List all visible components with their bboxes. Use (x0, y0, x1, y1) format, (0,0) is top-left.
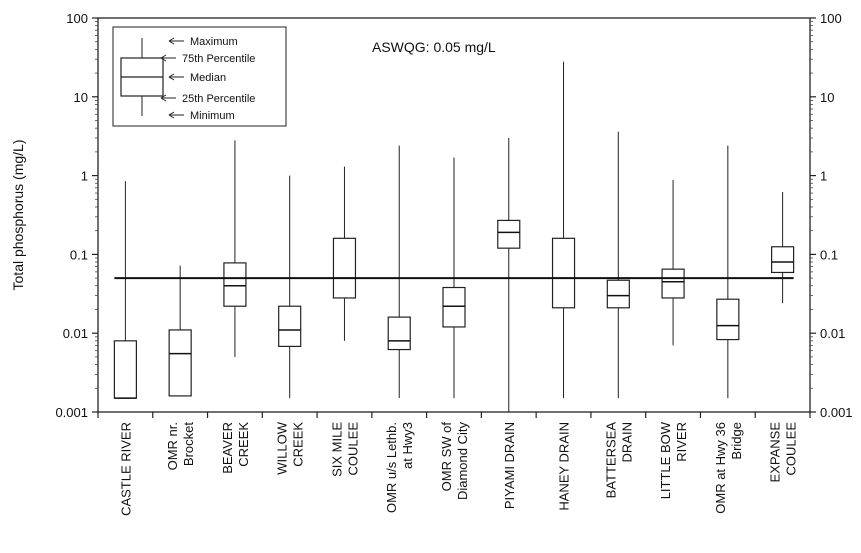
box-plots (113, 61, 795, 412)
x-category-label: SIX MILE (329, 422, 344, 477)
legend-item-label: 75th Percentile (182, 53, 255, 65)
guideline-label: ASWQG: 0.05 mg/L (372, 39, 496, 55)
x-category-label: CREEK (236, 422, 251, 467)
x-category-label: BEAVER (220, 422, 235, 474)
x-category-label: PIYAMI DRAIN (502, 422, 517, 509)
y-tick-label-right: 100 (820, 11, 842, 26)
box-3 (223, 140, 247, 357)
x-category-label: BATTERSEA (603, 422, 618, 499)
box-iqr (497, 219, 521, 249)
box-8 (497, 138, 521, 412)
box-9 (551, 61, 576, 399)
x-category-label: HANEY DRAIN (557, 422, 572, 511)
legend-items: Maximum 75th Percentile Median 25th Percent… (160, 36, 255, 122)
x-category-label: EXPANSE (768, 422, 783, 483)
x-category-label: OMR SW of (439, 422, 454, 492)
x-category-label: WILLOW (275, 421, 290, 474)
legend-arrow-head (168, 111, 175, 119)
box-iqr (771, 246, 795, 274)
box-7 (442, 157, 466, 399)
y-axis-title: Total phosphorus (mg/L) (10, 140, 26, 291)
box-5 (332, 166, 357, 341)
x-category-label: RIVER (674, 422, 689, 462)
box-iqr (661, 268, 685, 299)
legend-arrow-head (160, 94, 167, 102)
x-category-label: DRAIN (619, 422, 634, 462)
box-12 (716, 145, 740, 399)
x-category-label: COULEE (345, 422, 360, 476)
box-6 (387, 145, 411, 399)
legend-arrow-head (160, 54, 167, 62)
box-11 (661, 179, 685, 346)
box-iqr (223, 262, 247, 307)
y-tick-label-right: 1 (820, 169, 827, 184)
legend-arrow-head (168, 37, 175, 45)
x-category-label: CASTLE RIVER (118, 422, 133, 516)
box-4 (278, 175, 302, 399)
box-iqr (551, 237, 576, 309)
x-category-label: CREEK (291, 422, 306, 467)
x-category-label: Bridge (729, 422, 744, 460)
y-tick-label-left: 0.01 (63, 326, 88, 341)
y-tick-label-left: 100 (66, 11, 88, 26)
x-category-label: COULEE (784, 422, 799, 476)
plot-frame (97, 17, 811, 413)
legend-item-label: Median (190, 72, 226, 84)
box-2 (168, 265, 192, 397)
legend: Maximum 75th Percentile Median 25th Percent… (112, 26, 287, 127)
x-category-label: OMR nr. (165, 422, 180, 470)
box-10 (606, 131, 630, 399)
legend-item-label: Maximum (190, 36, 238, 48)
box-iqr (113, 340, 137, 399)
x-category-label: OMR at Hwy 36 (713, 422, 728, 514)
y-ticks-right: 100 10 1 0.1 0.01 0.001 (810, 11, 853, 420)
y-tick-label-right: 0.1 (820, 247, 838, 262)
box-iqr (332, 237, 357, 299)
y-tick-label-left: 10 (74, 90, 88, 105)
y-tick-label-left: 0.1 (70, 247, 88, 262)
x-category-label: OMR u/s Lethb. (384, 422, 399, 513)
box-iqr (168, 329, 192, 397)
box-iqr (278, 305, 302, 347)
y-ticks-left: 100 10 1 0.1 0.01 0.001 (55, 11, 98, 420)
y-tick-label-right: 0.01 (820, 326, 845, 341)
y-tick-label-right: 10 (820, 90, 834, 105)
legend-box-glyph (120, 38, 164, 116)
x-category-labels: CASTLE RIVER OMR nr. Brocket BEAVER CREEK WIL… (118, 421, 798, 516)
box-iqr (716, 298, 740, 341)
box-1 (113, 181, 137, 399)
x-category-label: LITTLE BOW (658, 421, 673, 499)
legend-arrow-head (168, 73, 175, 81)
box-iqr (387, 316, 411, 351)
legend-item-label: 25th Percentile (182, 93, 255, 105)
x-category-label: at Hwy3 (400, 422, 415, 469)
y-tick-label-left: 1 (81, 169, 88, 184)
legend-item-label: Minimum (190, 110, 235, 122)
y-tick-label-left: 0.001 (55, 405, 88, 420)
box-iqr (606, 279, 630, 309)
box-13 (771, 191, 795, 304)
box-iqr (442, 286, 466, 328)
y-tick-label-right: 0.001 (820, 405, 853, 420)
x-category-label: Brocket (181, 422, 196, 466)
x-ticks (97, 412, 811, 418)
x-category-label: Diamond City (455, 422, 470, 501)
